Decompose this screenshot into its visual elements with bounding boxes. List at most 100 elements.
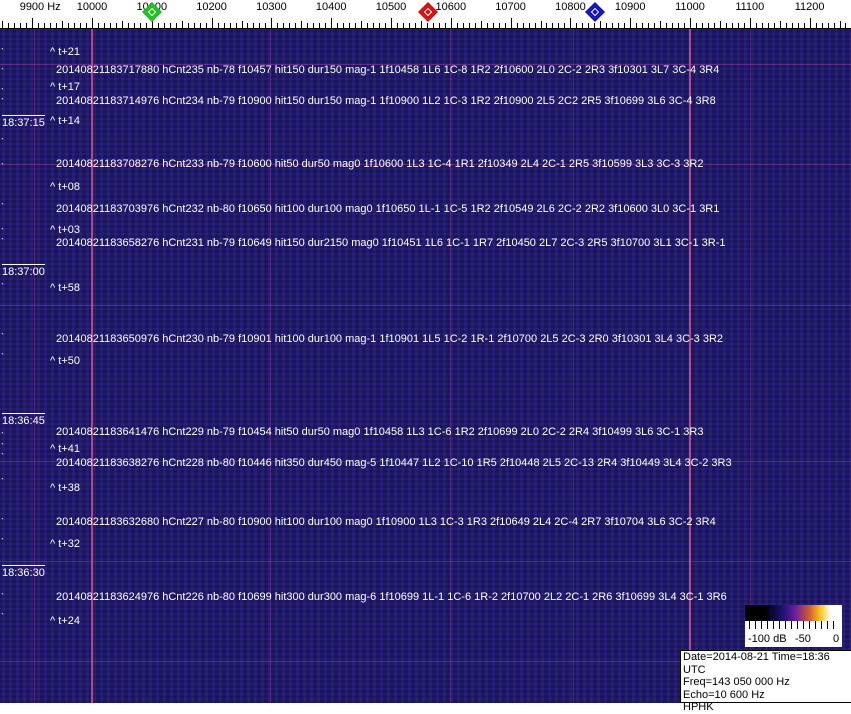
- axis-tick: [678, 23, 680, 28]
- row-marker: `: [1, 47, 4, 57]
- spectrogram: [0, 29, 851, 703]
- axis-tick: [773, 23, 775, 28]
- axis-tick: [181, 21, 183, 28]
- color-scale-legend: -100 dB -50 0: [745, 605, 842, 647]
- event-line: 20140821183708276 hCnt233 nb-79 f10600 h…: [56, 158, 704, 170]
- axis-tick: [325, 23, 327, 28]
- axis-tick: [217, 23, 219, 28]
- axis-tick: [205, 23, 207, 28]
- frequency-label: 11000: [675, 1, 705, 13]
- time-offset-label: ^ t+32: [50, 538, 80, 550]
- axis-tick: [558, 23, 560, 28]
- axis-tick: [719, 21, 721, 28]
- axis-tick: [450, 18, 452, 28]
- axis-tick: [522, 23, 524, 28]
- axis-tick: [139, 23, 141, 28]
- axis-tick: [109, 23, 111, 28]
- time-offset-label: ^ t+17: [50, 81, 80, 93]
- blue-marker-icon[interactable]: [585, 2, 605, 22]
- axis-tick: [14, 23, 16, 28]
- axis-tick: [367, 23, 369, 28]
- axis-tick: [654, 23, 656, 28]
- row-marker: `: [1, 592, 4, 602]
- axis-tick: [797, 23, 799, 28]
- frequency-label: 10500: [375, 1, 407, 13]
- axis-tick: [133, 23, 135, 28]
- axis-tick: [594, 23, 596, 28]
- axis-tick: [474, 23, 476, 28]
- axis-tick: [277, 23, 279, 28]
- row-marker: `: [1, 352, 4, 362]
- axis-tick: [145, 23, 147, 28]
- scale-ticks: [749, 621, 838, 629]
- axis-tick: [343, 23, 345, 28]
- event-line: 20140821183624976 hCnt226 nb-80 f10699 h…: [56, 591, 727, 603]
- row-marker: `: [1, 517, 4, 527]
- row-marker: `: [1, 477, 4, 487]
- axis-tick: [492, 23, 494, 28]
- frequency-label: 11100: [735, 1, 765, 13]
- row-marker: `: [1, 87, 4, 97]
- event-line: 20140821183650976 hCnt230 nb-79 f10901 h…: [56, 333, 724, 345]
- axis-tick: [749, 18, 751, 28]
- axis-tick: [426, 23, 428, 28]
- legend-mid: -50: [795, 633, 811, 645]
- axis-tick: [468, 23, 470, 28]
- axis-tick: [265, 23, 267, 28]
- axis-tick: [462, 23, 464, 28]
- axis-tick: [420, 21, 422, 28]
- axis-tick: [355, 23, 357, 28]
- axis-tick: [755, 23, 757, 28]
- axis-tick: [552, 23, 554, 28]
- axis-tick: [56, 23, 58, 28]
- axis-tick: [301, 21, 303, 28]
- spur-line: [450, 29, 451, 703]
- axis-tick: [612, 23, 614, 28]
- axis-tick: [379, 23, 381, 28]
- axis-tick: [432, 23, 434, 28]
- axis-tick: [74, 23, 76, 28]
- axis-tick: [396, 23, 398, 28]
- row-marker: `: [1, 227, 4, 237]
- axis-tick: [803, 23, 805, 28]
- axis-tick: [701, 23, 703, 28]
- axis-tick: [570, 18, 572, 28]
- axis-tick: [259, 23, 261, 28]
- time-offset-label: ^ t+21: [50, 46, 80, 58]
- axis-tick: [444, 23, 446, 28]
- time-offset-label: ^ t+24: [50, 615, 80, 627]
- axis-tick: [283, 23, 285, 28]
- axis-tick: [528, 23, 530, 28]
- axis-tick: [92, 18, 93, 28]
- axis-tick: [438, 23, 440, 28]
- axis-tick: [498, 23, 500, 28]
- axis-tick: [163, 23, 165, 28]
- carrier-line: [91, 29, 93, 703]
- axis-tick: [414, 23, 416, 28]
- event-line: 20140821183658276 hCnt231 nb-79 f10649 h…: [56, 237, 726, 249]
- frequency-label: 10700: [495, 1, 526, 13]
- axis-tick: [821, 23, 823, 28]
- axis-tick: [546, 23, 548, 28]
- grid-line: [0, 661, 851, 662]
- axis-tick: [504, 23, 506, 28]
- axis-tick: [229, 23, 231, 28]
- axis-tick: [660, 21, 662, 28]
- axis-tick: [779, 21, 781, 28]
- axis-tick: [833, 23, 835, 28]
- axis-tick: [785, 23, 787, 28]
- time-offset-label: ^ t+03: [50, 224, 80, 236]
- axis-tick: [157, 23, 159, 28]
- time-label: 18:36:45: [2, 413, 45, 427]
- axis-tick: [480, 21, 482, 28]
- axis-tick: [80, 23, 82, 28]
- axis-tick: [115, 23, 117, 28]
- echo-frequency: Echo=10 600 Hz: [683, 688, 765, 701]
- axis-tick: [642, 23, 644, 28]
- axis-tick: [391, 18, 392, 28]
- frequency-label: 10800: [555, 1, 586, 13]
- axis-tick: [725, 23, 727, 28]
- axis-tick: [26, 23, 28, 28]
- legend-min: -100 dB: [748, 633, 787, 645]
- axis-tick: [337, 23, 339, 28]
